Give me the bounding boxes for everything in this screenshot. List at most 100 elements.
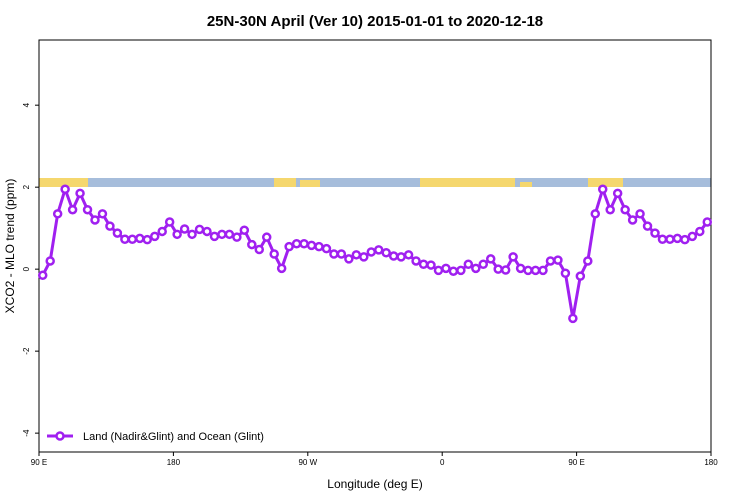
data-point: [224, 229, 235, 240]
data-point: [306, 240, 317, 251]
data-point: [254, 244, 265, 255]
data-point: [187, 229, 197, 240]
data-point: [45, 256, 55, 266]
data-point: [418, 259, 429, 269]
data-point: [373, 245, 384, 255]
data-point: [112, 228, 123, 238]
y-axis-label: XCO2 - MLO trend (ppm): [3, 179, 17, 314]
data-point: [612, 188, 623, 199]
x-tick-label: 90 W: [298, 458, 317, 467]
data-point: [329, 249, 339, 259]
data-point: [695, 226, 705, 237]
data-point: [657, 234, 668, 244]
land-strip: [420, 178, 515, 187]
chart-title: 25N-30N April (Ver 10) 2015-01-01 to 202…: [207, 13, 543, 30]
data-point: [448, 266, 459, 276]
data-point: [314, 241, 324, 252]
data-point: [635, 209, 645, 219]
data-point: [687, 231, 698, 242]
data-point: [239, 225, 250, 235]
data-point: [560, 268, 571, 279]
data-point: [67, 204, 78, 215]
data-point: [568, 313, 578, 324]
data-point: [351, 250, 362, 260]
data-point: [456, 265, 466, 276]
data-point: [276, 263, 287, 274]
data-point: [37, 270, 48, 281]
data-point: [105, 221, 115, 231]
data-point: [650, 228, 660, 238]
data-point: [702, 217, 713, 227]
data-point: [642, 221, 653, 231]
data-point: [553, 255, 563, 265]
data-point: [247, 239, 257, 250]
data-point: [366, 247, 377, 257]
y-tick-label: -4: [22, 429, 31, 437]
data-point: [463, 259, 474, 269]
data-point: [590, 209, 601, 219]
x-tick-label: 180: [704, 458, 718, 467]
data-point: [291, 238, 302, 249]
data-point: [493, 264, 503, 274]
land-strip: [588, 178, 623, 187]
y-tick-label: 2: [22, 184, 31, 189]
data-point: [478, 259, 489, 269]
data-point: [127, 234, 138, 244]
data-point: [172, 229, 182, 240]
data-point: [471, 263, 481, 274]
data-point: [75, 188, 85, 199]
plot-frame: [38, 39, 712, 453]
data-point: [284, 241, 294, 252]
data-point: [381, 248, 391, 258]
data-point: [52, 209, 63, 219]
data-point: [515, 263, 526, 274]
data-point: [411, 256, 421, 266]
data-point: [90, 215, 100, 225]
data-point: [97, 209, 108, 219]
data-point: [538, 265, 548, 276]
data-point: [179, 224, 190, 234]
data-point: [583, 256, 593, 266]
y-tick-label: 0: [22, 266, 31, 271]
data-point: [575, 271, 586, 281]
data-point: [261, 232, 272, 242]
data-point: [217, 229, 227, 240]
x-tick-label: 90 E: [568, 458, 584, 467]
data-point: [403, 250, 414, 260]
land-strip: [300, 180, 320, 187]
data-point: [441, 263, 451, 274]
data-point: [344, 254, 354, 264]
data-point: [672, 233, 683, 244]
data-point: [500, 265, 511, 275]
data-point: [164, 217, 175, 227]
data-point: [680, 234, 690, 245]
data-point: [530, 265, 541, 276]
data-point: [336, 249, 347, 259]
data-point: [60, 184, 70, 194]
x-tick-label: 180: [167, 458, 181, 467]
land-strip: [274, 178, 296, 187]
land-strip: [520, 182, 532, 187]
data-point: [485, 254, 496, 264]
data-point: [82, 204, 93, 215]
legend-label: Land (Nadir&Glint) and Ocean (Glint): [83, 431, 264, 443]
data-point: [545, 256, 556, 266]
data-point: [426, 260, 436, 270]
data-point: [194, 224, 205, 235]
data-point: [627, 215, 638, 225]
data-point: [321, 243, 332, 254]
data-point: [388, 251, 399, 261]
data-point: [202, 226, 212, 237]
data-point: [665, 234, 675, 244]
data-point: [359, 252, 369, 262]
data-point: [149, 231, 160, 242]
land-mask: [39, 178, 711, 187]
data-point: [433, 265, 444, 276]
data-point: [620, 204, 630, 215]
data-point: [209, 231, 220, 242]
data-point: [120, 234, 130, 244]
x-tick-label: 90 E: [31, 458, 47, 467]
ocean-strip: [39, 178, 711, 187]
y-tick-label: 4: [22, 102, 31, 107]
data-point: [232, 232, 242, 242]
